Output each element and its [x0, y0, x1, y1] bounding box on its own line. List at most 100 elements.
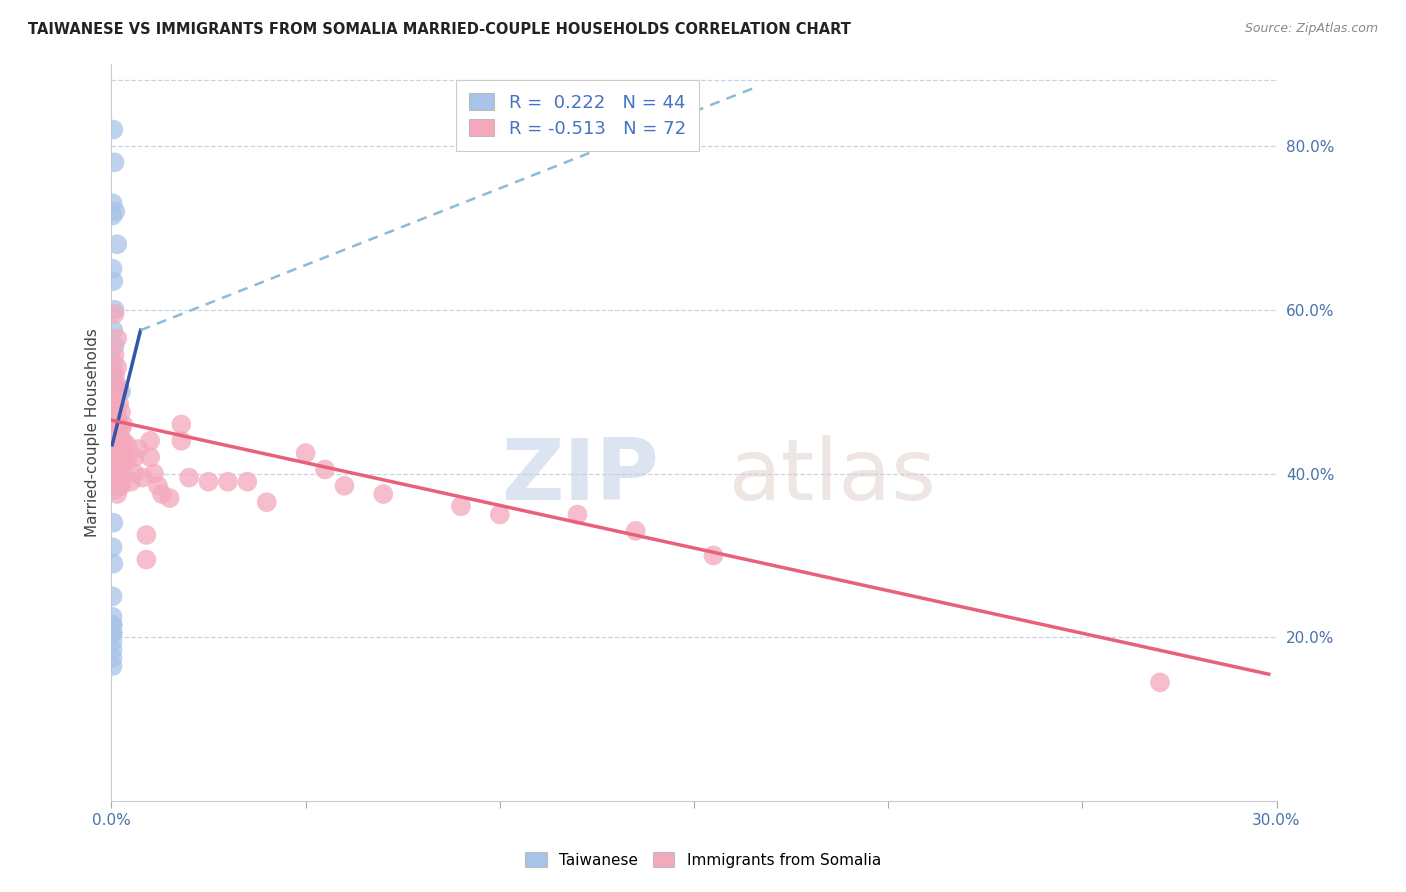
- Point: [103, 450, 125, 465]
- Y-axis label: Married-couple Households: Married-couple Households: [86, 328, 100, 537]
- Point: [104, 376, 127, 391]
- Point: [128, 442, 150, 456]
- Point: [101, 541, 124, 555]
- Point: [103, 356, 125, 370]
- Point: [197, 475, 219, 489]
- Point: [105, 331, 128, 345]
- Point: [124, 450, 146, 465]
- Point: [104, 368, 127, 383]
- Point: [103, 417, 125, 432]
- Point: [103, 384, 125, 399]
- Point: [103, 323, 125, 337]
- Point: [104, 394, 127, 409]
- Point: [112, 434, 135, 448]
- Point: [103, 155, 125, 169]
- Point: [103, 401, 125, 415]
- Point: [333, 479, 356, 493]
- Point: [103, 409, 125, 424]
- Point: [110, 421, 132, 435]
- Point: [108, 384, 131, 399]
- Point: [450, 500, 472, 514]
- Point: [103, 307, 125, 321]
- Point: [115, 454, 138, 468]
- Point: [110, 405, 132, 419]
- Point: [143, 467, 166, 481]
- Point: [108, 446, 131, 460]
- Point: [115, 438, 138, 452]
- Point: [105, 434, 128, 448]
- Point: [702, 549, 724, 563]
- Point: [101, 261, 124, 276]
- Legend: R =  0.222   N = 44, R = -0.513   N = 72: R = 0.222 N = 44, R = -0.513 N = 72: [457, 80, 699, 151]
- Point: [567, 508, 589, 522]
- Point: [1149, 675, 1171, 690]
- Text: atlas: atlas: [728, 435, 936, 518]
- Point: [101, 659, 124, 673]
- Legend: Taiwanese, Immigrants from Somalia: Taiwanese, Immigrants from Somalia: [519, 846, 887, 873]
- Point: [150, 487, 173, 501]
- Point: [101, 196, 124, 211]
- Point: [108, 479, 131, 493]
- Point: [170, 434, 193, 448]
- Point: [101, 590, 124, 604]
- Point: [108, 438, 131, 452]
- Point: [104, 413, 127, 427]
- Point: [110, 438, 132, 452]
- Point: [112, 450, 135, 465]
- Point: [103, 368, 125, 383]
- Point: [236, 475, 259, 489]
- Point: [105, 442, 128, 456]
- Point: [103, 122, 125, 136]
- Point: [105, 425, 128, 440]
- Point: [101, 626, 124, 640]
- Point: [103, 376, 125, 391]
- Point: [105, 479, 128, 493]
- Point: [159, 491, 181, 505]
- Point: [112, 417, 135, 432]
- Point: [217, 475, 239, 489]
- Point: [101, 642, 124, 657]
- Point: [256, 495, 278, 509]
- Point: [104, 204, 127, 219]
- Point: [108, 397, 131, 411]
- Point: [103, 302, 125, 317]
- Point: [108, 380, 131, 394]
- Point: [103, 392, 125, 407]
- Point: [177, 470, 200, 484]
- Point: [373, 487, 395, 501]
- Point: [105, 384, 128, 399]
- Point: [120, 475, 142, 489]
- Point: [101, 626, 124, 640]
- Point: [108, 454, 131, 468]
- Point: [108, 430, 131, 444]
- Point: [104, 421, 127, 435]
- Point: [108, 470, 131, 484]
- Point: [101, 650, 124, 665]
- Point: [105, 467, 128, 481]
- Point: [104, 384, 127, 399]
- Point: [146, 479, 169, 493]
- Point: [101, 618, 124, 632]
- Point: [103, 516, 125, 530]
- Point: [101, 610, 124, 624]
- Point: [624, 524, 647, 538]
- Point: [103, 442, 125, 456]
- Point: [294, 446, 316, 460]
- Point: [103, 348, 125, 362]
- Point: [105, 401, 128, 415]
- Text: Source: ZipAtlas.com: Source: ZipAtlas.com: [1244, 22, 1378, 36]
- Point: [105, 237, 128, 252]
- Point: [105, 458, 128, 473]
- Point: [170, 417, 193, 432]
- Point: [103, 557, 125, 571]
- Point: [104, 401, 127, 415]
- Point: [139, 434, 162, 448]
- Point: [112, 467, 135, 481]
- Text: TAIWANESE VS IMMIGRANTS FROM SOMALIA MARRIED-COUPLE HOUSEHOLDS CORRELATION CHART: TAIWANESE VS IMMIGRANTS FROM SOMALIA MAR…: [28, 22, 851, 37]
- Point: [135, 528, 157, 542]
- Point: [105, 450, 128, 465]
- Point: [103, 434, 125, 448]
- Point: [105, 409, 128, 424]
- Point: [139, 450, 162, 465]
- Point: [108, 417, 131, 432]
